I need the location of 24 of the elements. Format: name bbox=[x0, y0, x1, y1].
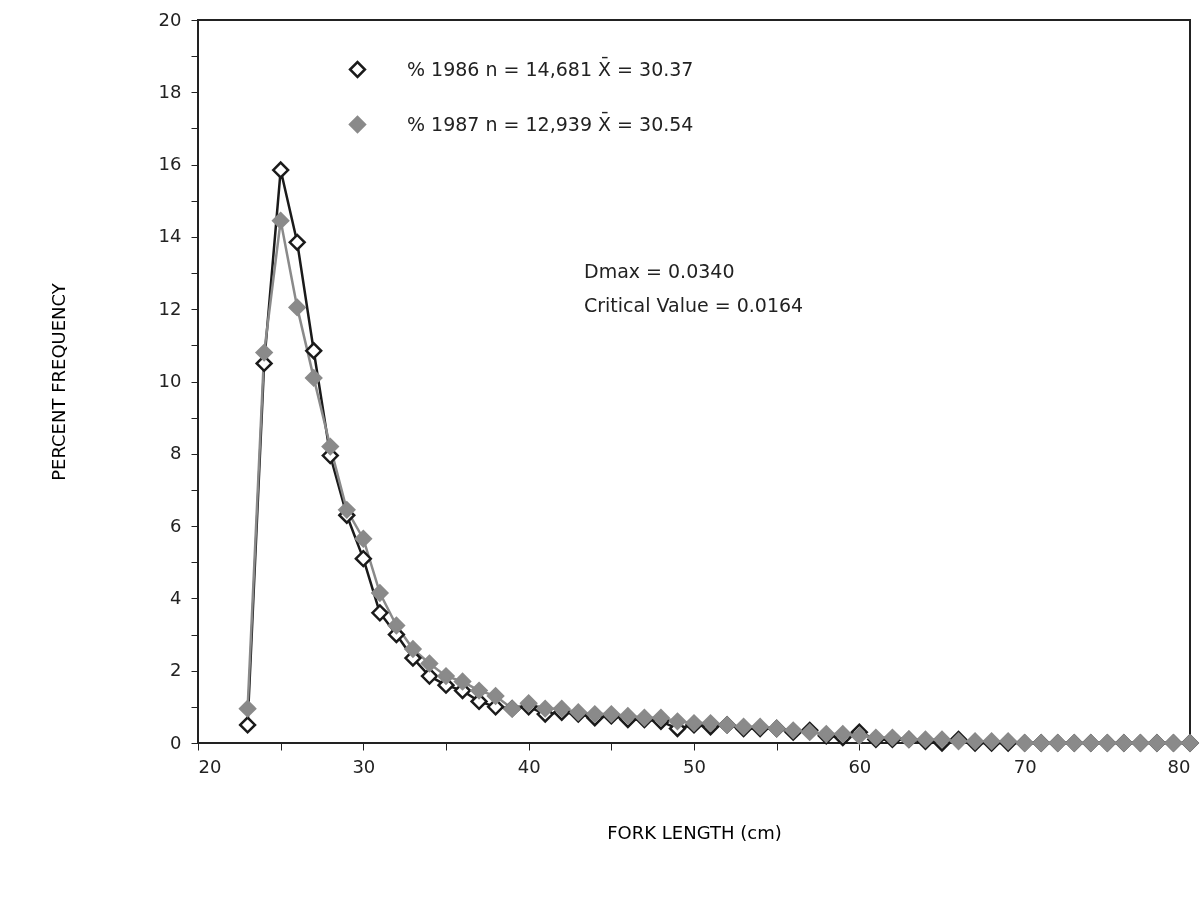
y-tick-label: 14 bbox=[158, 225, 182, 247]
y-tick-label: 2 bbox=[170, 659, 182, 681]
x-tick-label: 40 bbox=[517, 755, 541, 777]
y-tick-label: 12 bbox=[158, 297, 182, 319]
x-tick-label: 30 bbox=[352, 755, 376, 777]
x-tick-label: 20 bbox=[198, 755, 222, 777]
y-tick-label: 6 bbox=[170, 514, 182, 536]
y-tick-label: 8 bbox=[170, 442, 182, 464]
y-tick-label: 0 bbox=[170, 731, 182, 753]
x-axis-title: FORK LENGTH (cm) bbox=[607, 821, 782, 843]
y-tick-label: 16 bbox=[158, 153, 182, 175]
annotation: Critical Value = 0.0164 bbox=[584, 294, 804, 316]
x-tick-label: 60 bbox=[848, 755, 872, 777]
y-tick-label: 18 bbox=[158, 80, 182, 102]
x-tick-label: 80 bbox=[1167, 755, 1191, 777]
legend-label: % 1987 n = 12,939 X̄ = 30.54 bbox=[407, 111, 694, 135]
y-tick-label: 4 bbox=[170, 586, 182, 608]
legend-label: % 1986 n = 14,681 X̄ = 30.37 bbox=[407, 56, 694, 80]
annotation: Dmax = 0.0340 bbox=[584, 260, 735, 282]
y-axis-title: PERCENT FREQUENCY bbox=[47, 282, 69, 481]
y-tick-label: 10 bbox=[158, 370, 182, 391]
x-tick-label: 70 bbox=[1013, 755, 1037, 777]
y-tick-label: 20 bbox=[158, 8, 182, 30]
x-tick-label: 50 bbox=[683, 755, 706, 777]
